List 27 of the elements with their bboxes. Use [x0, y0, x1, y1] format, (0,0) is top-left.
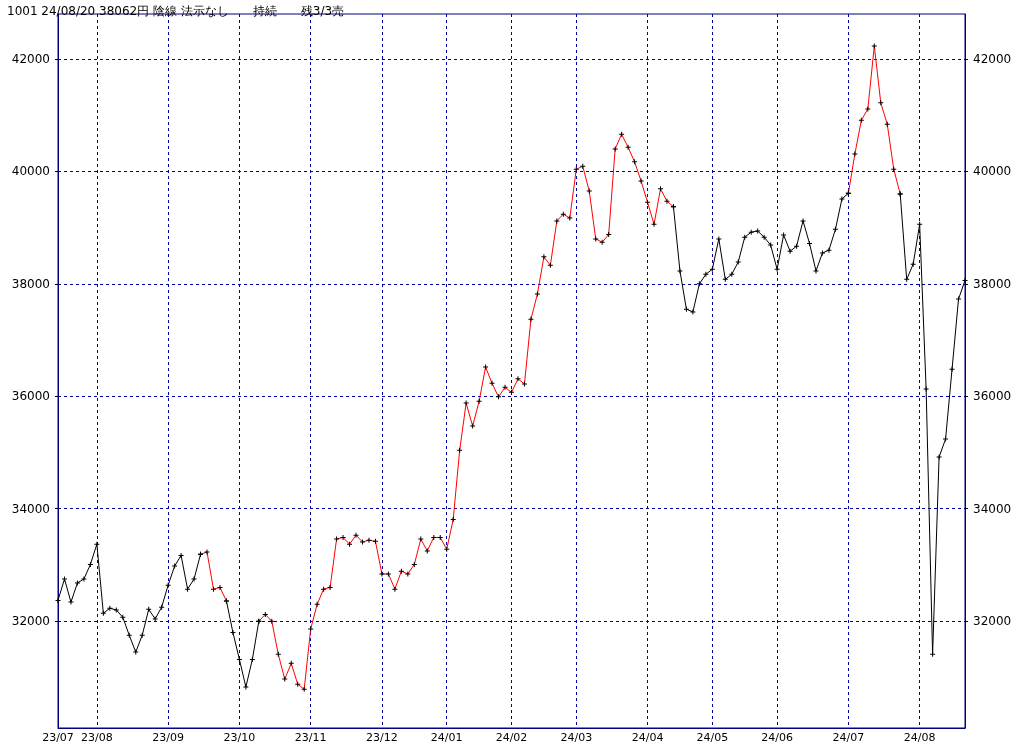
x-tick-label: 23/10: [223, 731, 256, 744]
x-tick-label: 23/09: [152, 731, 184, 744]
x-tick-label: 23/11: [294, 731, 327, 744]
y2-tick-label: 42000: [973, 51, 1012, 66]
y2-tick-label: 38000: [973, 276, 1012, 291]
x-tick-label: 24/06: [761, 731, 793, 744]
y2-tick-label: 32000: [973, 614, 1012, 629]
x-tick-label: 24/01: [430, 731, 463, 744]
y-tick-label: 32000: [11, 614, 50, 629]
y-tick-label: 34000: [11, 501, 50, 516]
y-tick-label: 38000: [11, 276, 50, 291]
y-tick-label: 36000: [11, 389, 50, 404]
x-tick-label: 23/12: [366, 731, 398, 744]
y-tick-label: 40000: [11, 164, 50, 179]
chart-title: 1001 24/08/20 38062円 陰線 法示なし 持続 残3/3売: [7, 4, 345, 18]
x-tick-label: 24/05: [696, 731, 729, 744]
x-tick-label: 23/07: [42, 731, 74, 744]
x-tick-label: 23/08: [81, 731, 113, 744]
x-tick-label: 24/04: [631, 731, 664, 744]
x-tick-label: 24/07: [832, 731, 865, 744]
x-tick-label: 24/03: [560, 731, 593, 744]
y2-tick-label: 36000: [973, 389, 1012, 404]
x-tick-label: 24/02: [495, 731, 528, 744]
y-tick-label: 42000: [11, 51, 50, 66]
x-tick-label: 24/08: [903, 731, 936, 744]
y2-tick-label: 34000: [973, 501, 1012, 516]
y2-tick-label: 40000: [973, 164, 1012, 179]
